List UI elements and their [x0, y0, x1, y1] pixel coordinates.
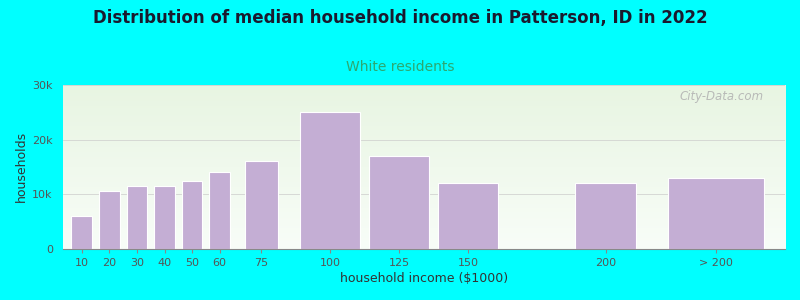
Bar [126, 186, 147, 249]
Y-axis label: households: households [15, 131, 28, 202]
Bar [71, 216, 92, 249]
X-axis label: household income ($1000): household income ($1000) [340, 272, 508, 285]
Bar [300, 112, 360, 249]
Text: White residents: White residents [346, 60, 454, 74]
Bar [245, 161, 278, 249]
Bar [575, 183, 636, 249]
Text: City-Data.com: City-Data.com [679, 90, 763, 103]
Bar [668, 178, 764, 249]
Bar [438, 183, 498, 249]
Bar [99, 191, 120, 249]
Text: Distribution of median household income in Patterson, ID in 2022: Distribution of median household income … [93, 9, 707, 27]
Bar [210, 172, 230, 249]
Bar [369, 156, 430, 249]
Bar [182, 181, 202, 249]
Bar [154, 186, 175, 249]
